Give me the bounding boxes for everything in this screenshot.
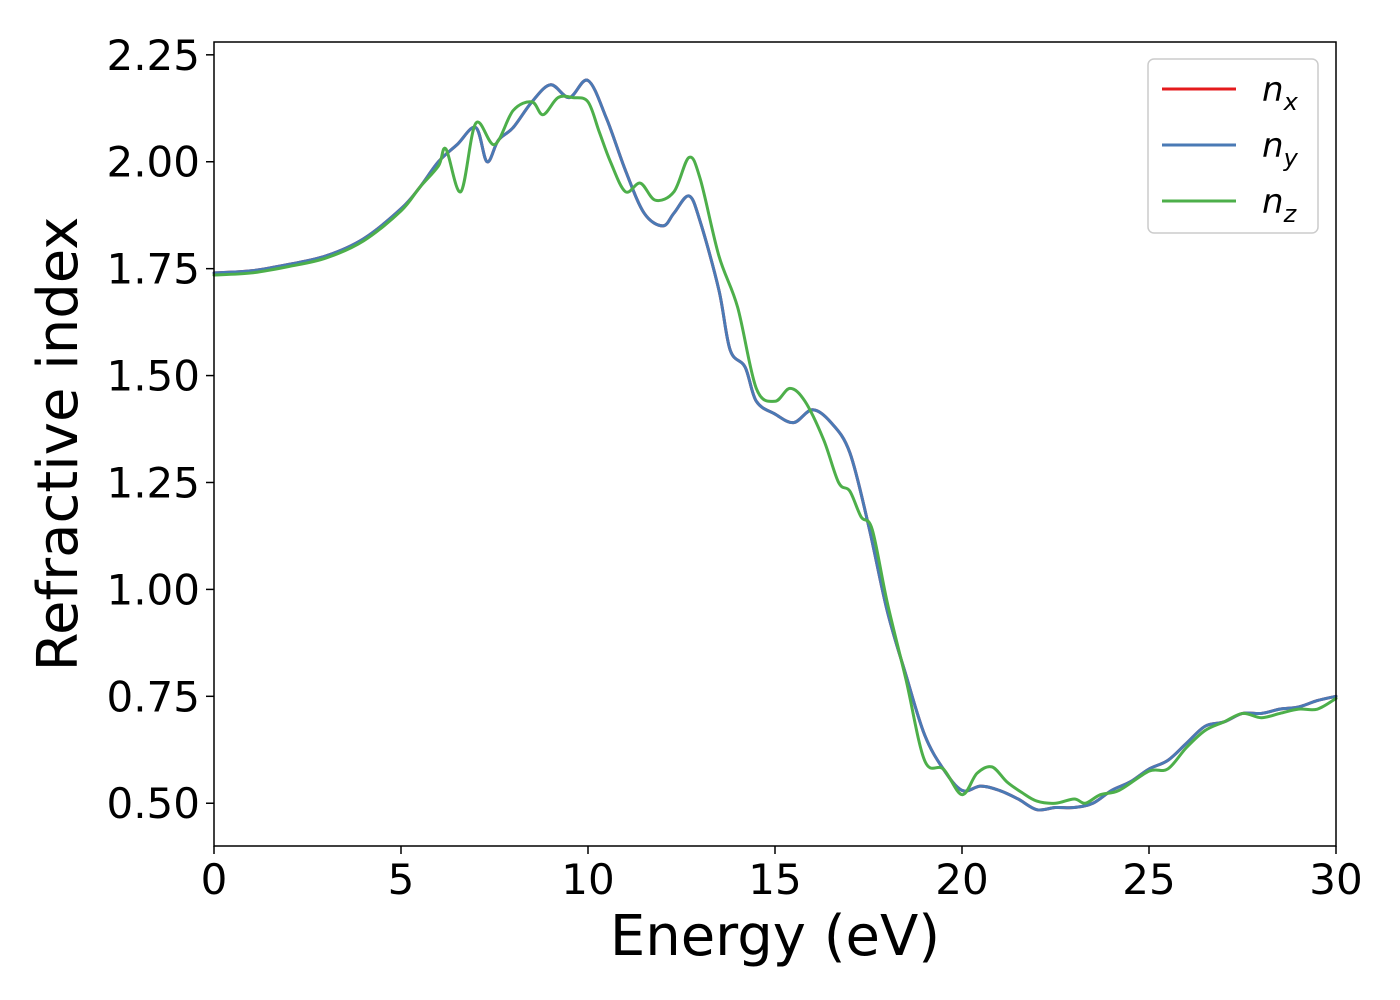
x-tick-label: 0 bbox=[201, 855, 228, 904]
legend-label-z: nz bbox=[1262, 182, 1298, 228]
series-layer bbox=[212, 78, 1338, 812]
series-line-y bbox=[212, 78, 1338, 812]
x-tick-label: 10 bbox=[561, 855, 614, 904]
y-tick-label: 1.25 bbox=[106, 458, 200, 507]
legend-label-y: ny bbox=[1262, 126, 1299, 172]
x-tick-label: 15 bbox=[748, 855, 801, 904]
y-axis-label: Refractive index bbox=[26, 217, 91, 672]
y-tick-label: 2.25 bbox=[106, 31, 200, 80]
x-axis-ticks: 0 5 10 15 20 25 30 bbox=[201, 846, 1363, 904]
y-tick-label: 0.75 bbox=[106, 672, 200, 721]
legend-label-x: nx bbox=[1262, 70, 1299, 116]
x-axis-label: Energy (eV) bbox=[610, 904, 940, 969]
y-tick-label: 1.75 bbox=[106, 245, 200, 294]
y-axis-ticks: 0.50 0.75 1.00 1.25 1.50 1.75 2.00 2.25 bbox=[106, 31, 214, 828]
x-tick-label: 20 bbox=[935, 855, 988, 904]
y-tick-label: 0.50 bbox=[106, 779, 200, 828]
y-tick-label: 1.00 bbox=[106, 565, 200, 614]
y-tick-label: 1.50 bbox=[106, 352, 200, 401]
y-tick-label: 2.00 bbox=[106, 138, 200, 187]
x-tick-label: 5 bbox=[388, 855, 415, 904]
series-line-z bbox=[212, 94, 1338, 805]
x-tick-label: 25 bbox=[1122, 855, 1175, 904]
legend: nx ny nz bbox=[1147, 58, 1319, 234]
x-tick-label: 30 bbox=[1309, 855, 1362, 904]
